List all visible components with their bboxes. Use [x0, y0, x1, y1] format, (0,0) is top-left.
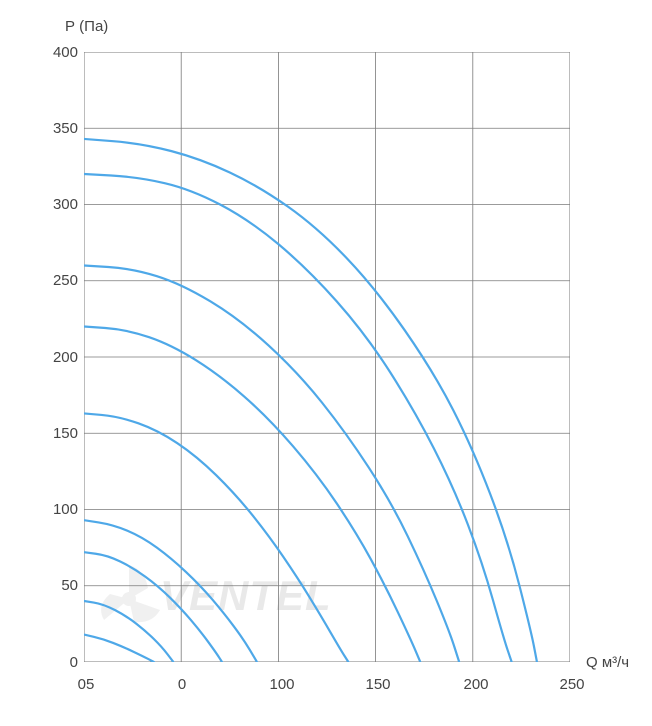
x-tick: 200	[456, 676, 496, 693]
y-tick: 150	[38, 425, 78, 442]
y-tick: 300	[38, 196, 78, 213]
y-tick: 250	[38, 272, 78, 289]
x-tick: 250	[552, 676, 592, 693]
x-tick: 100	[262, 676, 302, 693]
y-tick: 50	[38, 577, 78, 594]
x-tick: 0	[172, 676, 192, 693]
x-tick: 150	[358, 676, 398, 693]
y-tick: 0	[38, 654, 78, 671]
y-tick: 400	[38, 44, 78, 61]
y-axis-label: Р (Па)	[65, 18, 108, 35]
plot-area	[84, 52, 570, 662]
y-tick: 100	[38, 501, 78, 518]
y-tick: 200	[38, 349, 78, 366]
fan-curve-chart: Р (Па) 400 350 300 250 200 150 100 50 0 …	[0, 0, 652, 726]
x-axis-label: Q м³/ч	[586, 654, 629, 671]
x-tick: 05	[76, 676, 96, 693]
y-tick: 350	[38, 120, 78, 137]
